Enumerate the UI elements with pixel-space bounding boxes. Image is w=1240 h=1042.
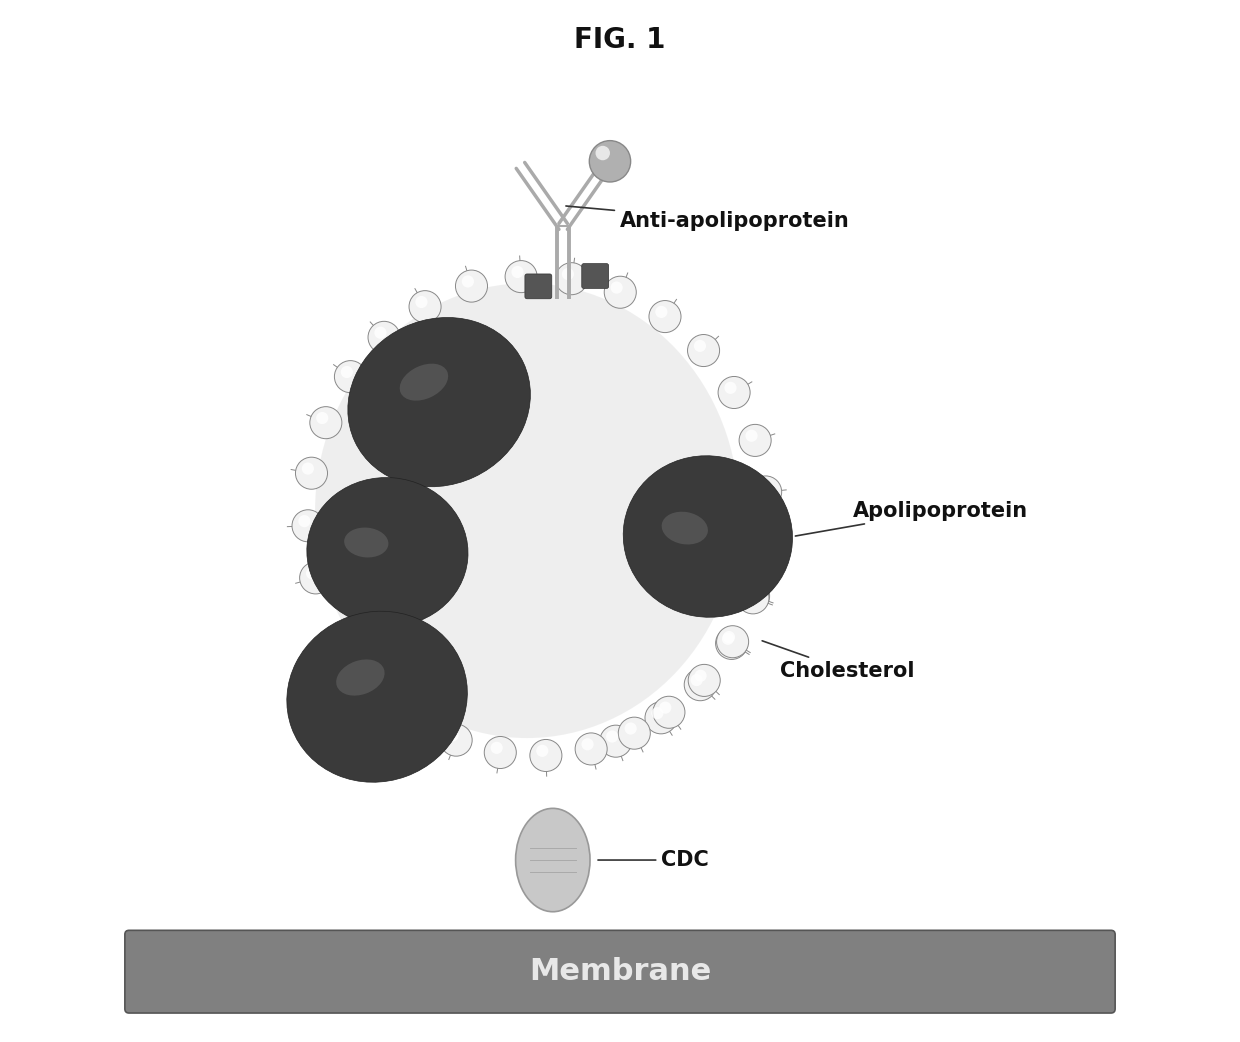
Circle shape bbox=[582, 738, 594, 750]
Circle shape bbox=[306, 567, 319, 579]
Circle shape bbox=[310, 406, 342, 439]
Circle shape bbox=[556, 263, 588, 295]
Circle shape bbox=[660, 701, 671, 714]
Circle shape bbox=[723, 631, 735, 643]
Circle shape bbox=[645, 702, 677, 734]
Circle shape bbox=[739, 424, 771, 456]
Text: Cholesterol: Cholesterol bbox=[763, 641, 915, 680]
Circle shape bbox=[316, 412, 329, 424]
Circle shape bbox=[750, 476, 781, 508]
Circle shape bbox=[511, 266, 523, 278]
Circle shape bbox=[335, 361, 367, 393]
Circle shape bbox=[491, 742, 502, 754]
Circle shape bbox=[688, 665, 720, 696]
Circle shape bbox=[299, 515, 310, 527]
Circle shape bbox=[625, 722, 637, 735]
Circle shape bbox=[341, 366, 353, 378]
Circle shape bbox=[440, 724, 472, 756]
Text: CDC: CDC bbox=[598, 850, 709, 870]
Circle shape bbox=[649, 300, 681, 332]
FancyBboxPatch shape bbox=[125, 931, 1115, 1013]
Circle shape bbox=[399, 703, 432, 735]
Circle shape bbox=[301, 463, 314, 475]
Circle shape bbox=[485, 737, 516, 769]
Circle shape bbox=[374, 326, 387, 339]
Circle shape bbox=[684, 669, 717, 700]
Ellipse shape bbox=[348, 318, 531, 487]
Ellipse shape bbox=[336, 660, 384, 696]
Ellipse shape bbox=[399, 364, 448, 400]
Circle shape bbox=[715, 627, 748, 660]
Circle shape bbox=[694, 670, 707, 681]
Text: Anti-apolipoprotein: Anti-apolipoprotein bbox=[565, 206, 849, 231]
Circle shape bbox=[575, 733, 608, 765]
Circle shape bbox=[363, 673, 396, 705]
Circle shape bbox=[749, 528, 781, 561]
Circle shape bbox=[722, 632, 734, 645]
FancyBboxPatch shape bbox=[525, 274, 552, 299]
Ellipse shape bbox=[315, 283, 739, 738]
Circle shape bbox=[595, 146, 610, 160]
Ellipse shape bbox=[662, 512, 708, 545]
Circle shape bbox=[737, 581, 769, 614]
Text: FIG. 1: FIG. 1 bbox=[574, 26, 666, 54]
Circle shape bbox=[415, 296, 428, 308]
Circle shape bbox=[446, 729, 459, 742]
Circle shape bbox=[619, 717, 650, 749]
Circle shape bbox=[756, 481, 768, 494]
Circle shape bbox=[505, 260, 537, 293]
Circle shape bbox=[455, 270, 487, 302]
Circle shape bbox=[604, 276, 636, 308]
Circle shape bbox=[340, 643, 352, 654]
Circle shape bbox=[651, 708, 663, 719]
Circle shape bbox=[724, 381, 737, 394]
Circle shape bbox=[718, 376, 750, 408]
Circle shape bbox=[738, 580, 770, 612]
Ellipse shape bbox=[286, 612, 467, 783]
Circle shape bbox=[744, 586, 756, 597]
Ellipse shape bbox=[624, 455, 792, 617]
Circle shape bbox=[653, 696, 684, 728]
Circle shape bbox=[691, 674, 703, 686]
FancyBboxPatch shape bbox=[582, 264, 609, 289]
Circle shape bbox=[370, 678, 382, 691]
Ellipse shape bbox=[306, 477, 467, 626]
Circle shape bbox=[334, 638, 366, 669]
Circle shape bbox=[694, 340, 706, 352]
Circle shape bbox=[300, 562, 331, 594]
Circle shape bbox=[606, 730, 619, 743]
Circle shape bbox=[461, 275, 474, 288]
Ellipse shape bbox=[516, 809, 590, 912]
Circle shape bbox=[687, 334, 719, 367]
Circle shape bbox=[745, 429, 758, 442]
Circle shape bbox=[610, 281, 622, 294]
Circle shape bbox=[409, 291, 441, 323]
Circle shape bbox=[589, 141, 631, 182]
Text: Apolipoprotein: Apolipoprotein bbox=[795, 500, 1028, 536]
Circle shape bbox=[717, 625, 749, 658]
Circle shape bbox=[536, 745, 548, 756]
Circle shape bbox=[405, 709, 418, 720]
Circle shape bbox=[291, 510, 324, 542]
Circle shape bbox=[743, 587, 755, 599]
Circle shape bbox=[295, 457, 327, 490]
Circle shape bbox=[368, 321, 401, 353]
Circle shape bbox=[755, 534, 768, 546]
Circle shape bbox=[600, 725, 632, 758]
Ellipse shape bbox=[345, 527, 388, 557]
Circle shape bbox=[655, 306, 667, 318]
Circle shape bbox=[529, 740, 562, 771]
Text: Membrane: Membrane bbox=[529, 958, 711, 986]
Circle shape bbox=[562, 268, 574, 280]
